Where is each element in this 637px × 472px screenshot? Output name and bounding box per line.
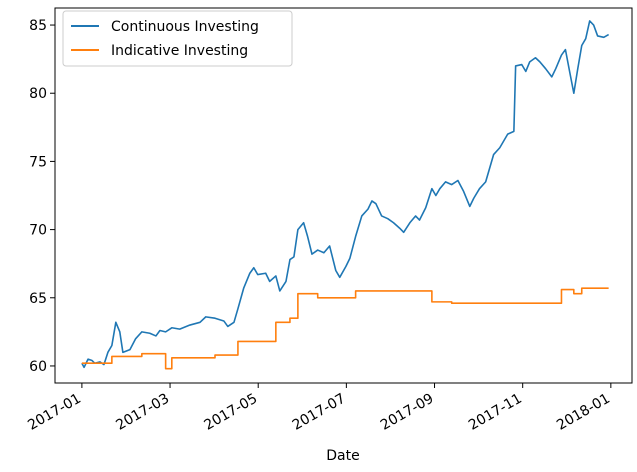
y-tick-label: 85 (29, 18, 47, 34)
y-tick-label: 65 (29, 291, 47, 307)
legend-label: Indicative Investing (111, 43, 248, 59)
legend-box (62, 10, 293, 67)
y-tick-label: 60 (29, 359, 47, 375)
x-axis-label: Date (326, 448, 359, 464)
y-tick-label: 80 (29, 86, 47, 102)
legend-label: Continuous Investing (111, 19, 259, 35)
series-line (81, 287, 609, 370)
series-line (81, 20, 610, 369)
y-tick-label: 75 (29, 154, 47, 170)
y-tick-label: 70 (29, 223, 47, 239)
axes-frame (54, 7, 633, 384)
